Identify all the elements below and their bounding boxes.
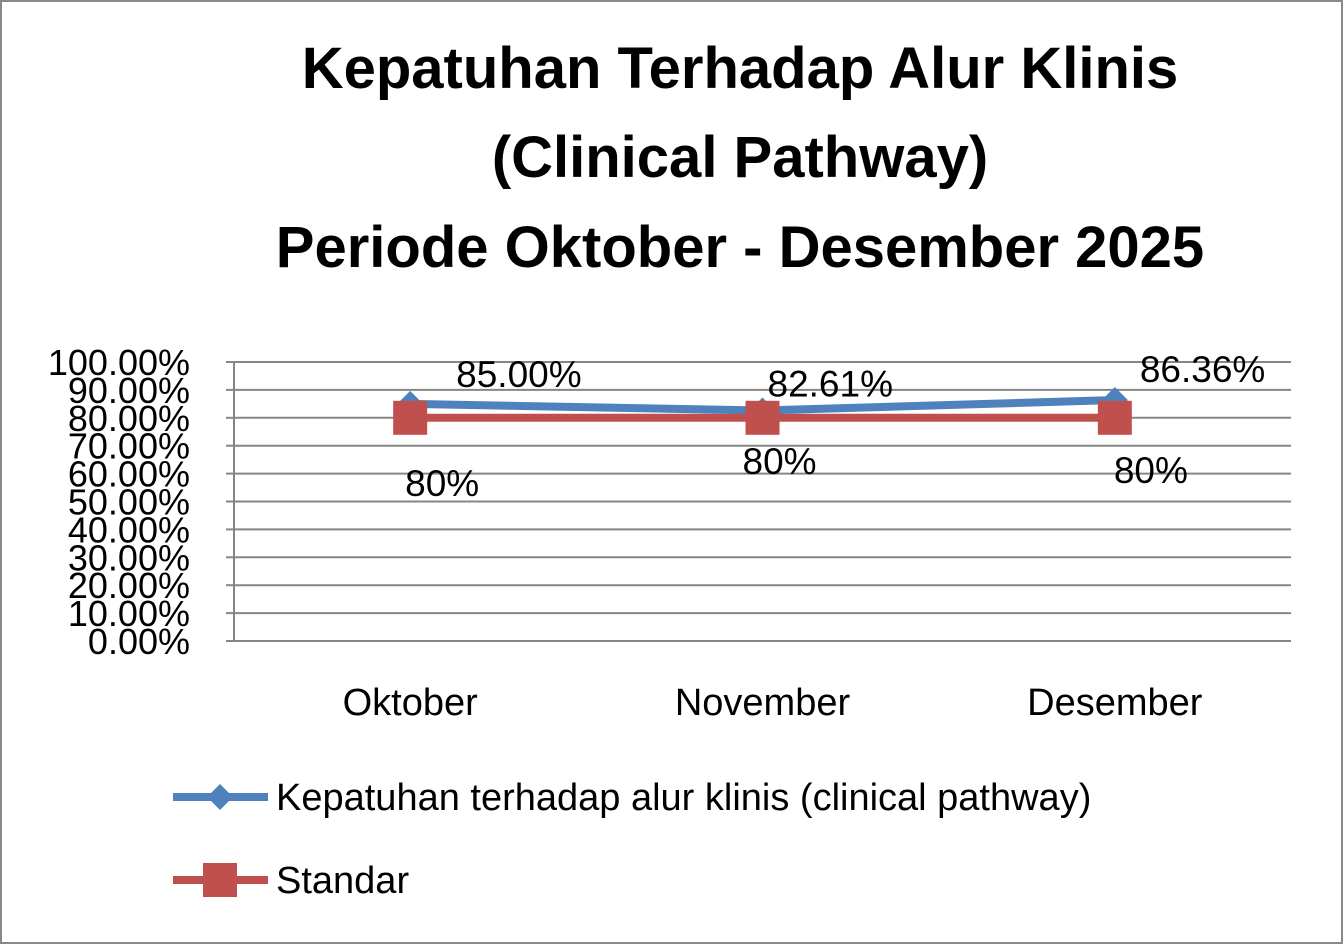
y-tick-label: 40.00% [68,509,190,550]
y-tick-label: 80.00% [68,398,190,439]
chart-title-line-1: Kepatuhan Terhadap Alur Klinis [302,36,1179,101]
data-label: 80% [1114,450,1188,491]
chart-title-line-2: (Clinical Pathway) [492,125,988,190]
y-tick-label: 100.00% [48,342,190,383]
data-point-marker [745,400,780,435]
data-labels: 85.00% 82.61% 86.36% 80% 80% 80% [405,349,1265,504]
y-tick-label: 90.00% [68,370,190,411]
x-category-label: Desember [1027,682,1203,724]
y-tick-label: 20.00% [68,565,190,606]
data-point-marker [1097,400,1132,435]
data-label: 80% [405,463,479,504]
y-tick-label: 10.00% [68,593,190,634]
legend: Kepatuhan terhadap alur klinis (clinical… [173,777,1091,902]
data-label: 85.00% [456,354,581,395]
data-point-marker [393,400,428,435]
data-label: 82.61% [768,364,894,405]
data-label: 86.36% [1140,349,1266,390]
series [393,387,1132,435]
y-tick-label: 30.00% [68,537,190,578]
y-tick-label: 60.00% [68,454,190,495]
legend-marker [203,863,237,897]
x-category-label: Oktober [343,682,479,724]
legend-marker [207,784,233,810]
legend-label: Standar [276,860,409,902]
y-tick-label: 50.00% [68,482,190,523]
chart-title: Kepatuhan Terhadap Alur Klinis (Clinical… [276,36,1204,280]
y-tick-label: 70.00% [68,426,190,467]
y-tick-label: 0.00% [88,621,190,662]
x-category-label: November [675,682,851,724]
y-axis-ticks: 0.00%10.00%20.00%30.00%40.00%50.00%60.00… [48,342,190,662]
data-label: 80% [743,441,817,482]
x-axis-categories: Oktober November Desember [343,682,1203,724]
chart-title-line-3: Periode Oktober - Desember 2025 [276,215,1204,280]
axes [226,361,1291,642]
legend-label: Kepatuhan terhadap alur klinis (clinical… [276,777,1091,819]
